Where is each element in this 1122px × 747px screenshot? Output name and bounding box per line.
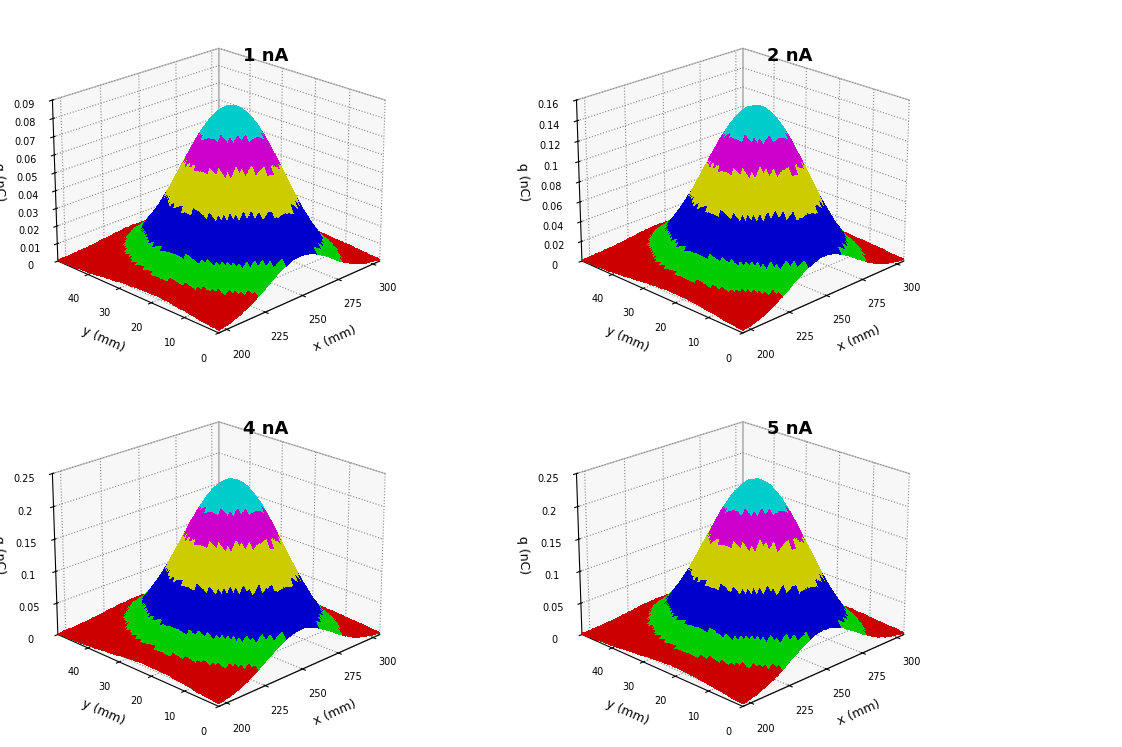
X-axis label: x (mm): x (mm): [835, 323, 882, 354]
X-axis label: x (mm): x (mm): [311, 697, 358, 728]
Y-axis label: y (mm): y (mm): [80, 697, 127, 728]
Text: 5 nA: 5 nA: [766, 421, 812, 438]
X-axis label: x (mm): x (mm): [835, 697, 882, 728]
Y-axis label: y (mm): y (mm): [80, 323, 127, 354]
Text: 1 nA: 1 nA: [242, 47, 288, 65]
Y-axis label: y (mm): y (mm): [604, 697, 651, 728]
Y-axis label: y (mm): y (mm): [604, 323, 651, 354]
X-axis label: x (mm): x (mm): [311, 323, 358, 354]
Text: 4 nA: 4 nA: [242, 421, 288, 438]
Text: 2 nA: 2 nA: [766, 47, 812, 65]
